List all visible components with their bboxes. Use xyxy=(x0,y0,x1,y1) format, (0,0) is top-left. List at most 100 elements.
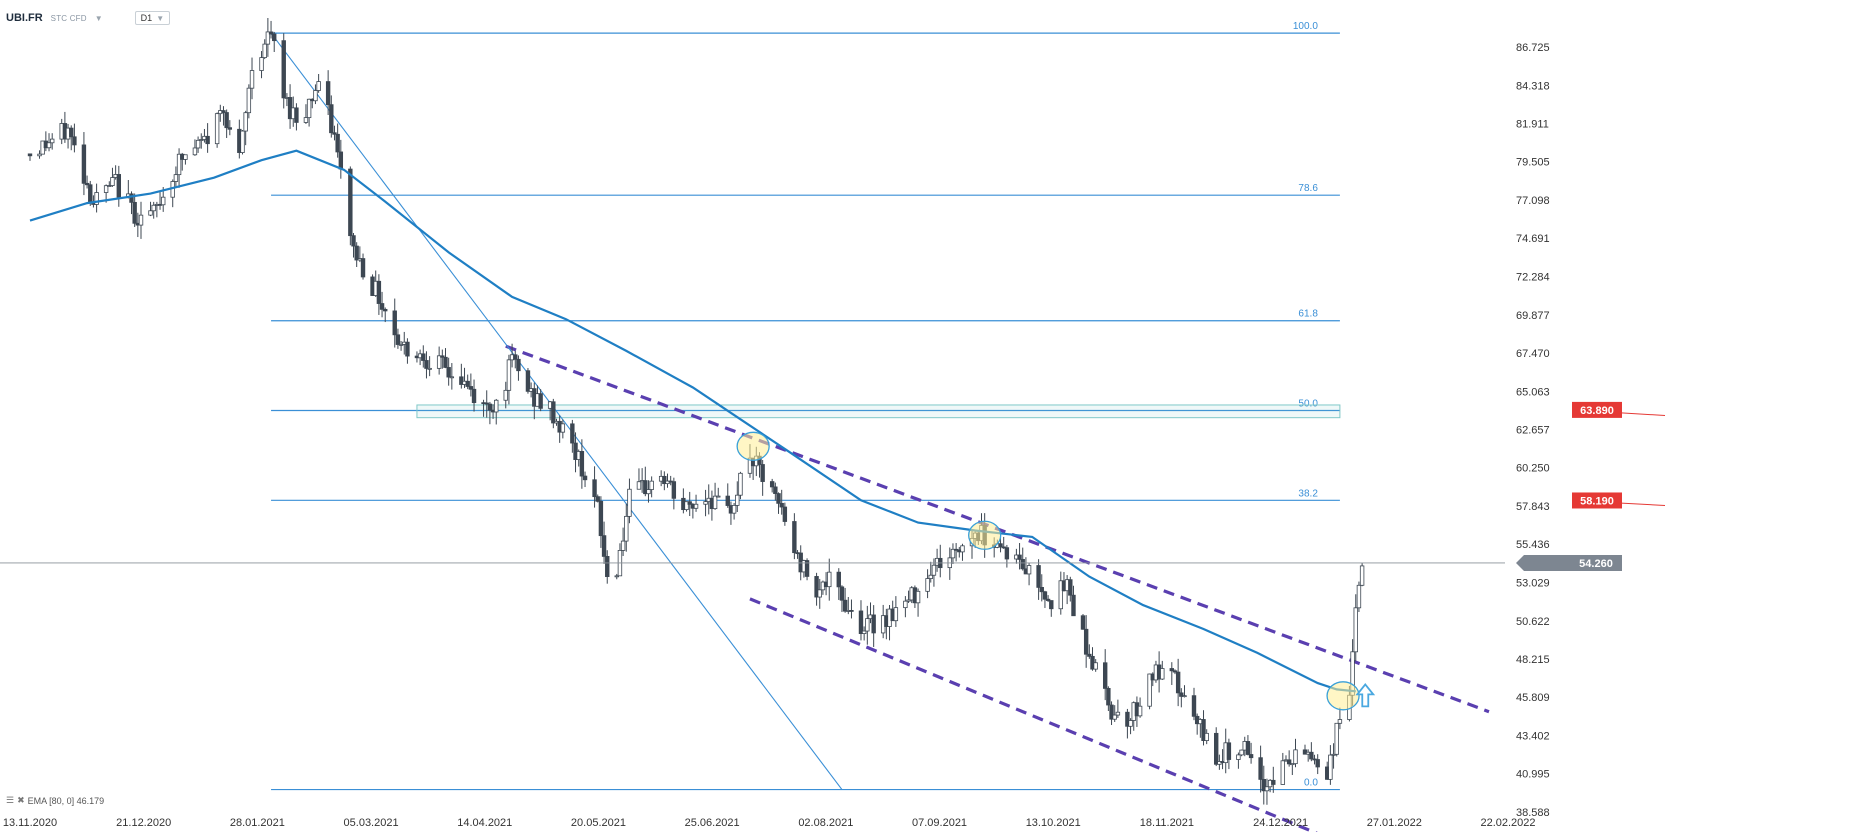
candle-body xyxy=(817,589,822,598)
candle-body xyxy=(1179,692,1184,697)
candle-body xyxy=(738,472,743,496)
price-tick-label: 84.318 xyxy=(1516,80,1550,92)
candle-body xyxy=(1071,594,1076,617)
candle-body xyxy=(148,210,153,216)
candle-body xyxy=(903,600,908,609)
timeframe-value: D1 xyxy=(140,13,153,23)
candle-body xyxy=(303,117,309,123)
candle-body xyxy=(94,192,99,205)
candle-body xyxy=(110,177,115,186)
candle-body xyxy=(931,564,937,576)
chevron-down-icon[interactable]: ▼ xyxy=(94,13,103,23)
candle-body xyxy=(1042,591,1048,600)
price-tick-label: 72.284 xyxy=(1516,271,1550,283)
up-arrow-icon xyxy=(1355,682,1376,708)
candle-body xyxy=(487,403,493,411)
price-badge xyxy=(1572,492,1622,509)
candle-body xyxy=(513,354,518,360)
candle-body xyxy=(1201,719,1206,741)
candle-body xyxy=(703,501,708,505)
last-price-value: 54.260 xyxy=(1579,558,1613,570)
candle-body xyxy=(138,214,144,226)
candle-body xyxy=(183,154,188,160)
candle-body xyxy=(1286,759,1292,765)
date-tick-label: 28.01.2021 xyxy=(230,817,285,829)
candle-body xyxy=(332,132,337,135)
timeframe-select[interactable]: D1 ▼ xyxy=(134,11,171,25)
candle-body xyxy=(132,201,137,224)
fib-level-label: 78.6 xyxy=(1298,183,1318,194)
trendlines[interactable] xyxy=(270,32,1490,832)
highlight-circle xyxy=(1326,681,1360,711)
candle-body xyxy=(693,503,699,509)
date-tick-label: 20.05.2021 xyxy=(571,817,626,829)
candle-body xyxy=(1290,763,1295,766)
candle-body xyxy=(525,370,531,392)
settings-icon[interactable]: ☰ xyxy=(6,795,15,805)
candle-body xyxy=(906,599,911,602)
candle-body xyxy=(1128,720,1133,727)
candle-body xyxy=(1102,662,1108,689)
price-badge-value: 63.890 xyxy=(1580,405,1614,417)
price-axis[interactable]: 86.725 84.318 81.911 79.505 77.098 74.691 72.2… xyxy=(1516,42,1550,819)
candle-body xyxy=(192,147,198,156)
candle-body xyxy=(1356,584,1362,609)
candle-body xyxy=(1175,671,1181,694)
close-icon[interactable]: ✖ xyxy=(17,795,25,805)
price-tick-label: 48.215 xyxy=(1516,654,1550,666)
candle-body xyxy=(1359,565,1365,586)
price-tick-label: 77.098 xyxy=(1516,195,1550,207)
candlestick-series xyxy=(27,18,1365,805)
candle-body xyxy=(687,501,692,505)
candle-body xyxy=(624,515,629,542)
candle-body xyxy=(1293,749,1298,765)
candle-body xyxy=(1264,786,1270,792)
candle-body xyxy=(69,127,74,138)
candle-body xyxy=(1172,670,1178,673)
candle-body xyxy=(776,493,781,504)
date-tick-label: 07.09.2021 xyxy=(912,817,967,829)
candle-body xyxy=(865,618,870,632)
candle-body xyxy=(494,399,499,413)
price-badge-value: 58.190 xyxy=(1580,495,1614,507)
candle-body xyxy=(1017,554,1022,560)
time-axis[interactable]: 13.11.2020 21.12.2020 28.01.2021 05.03.2021… xyxy=(3,817,1536,829)
date-tick-label: 14.04.2021 xyxy=(457,817,512,829)
fibonacci-retracement[interactable]: 100.0 78.6 61.8 50.0 38.2 0.0 xyxy=(271,21,1340,791)
date-tick-label: 13.10.2021 xyxy=(1026,817,1081,829)
candle-body xyxy=(1261,779,1266,792)
candle-body xyxy=(103,185,109,193)
candle-body xyxy=(46,142,52,149)
candle-body xyxy=(1020,559,1025,570)
candle-body xyxy=(27,153,33,157)
candle-body xyxy=(88,184,93,203)
candle-body xyxy=(1309,751,1314,760)
candle-body xyxy=(379,303,385,310)
candle-body xyxy=(129,193,134,203)
candle-body xyxy=(601,535,607,557)
candle-body xyxy=(246,87,252,114)
candle-body xyxy=(316,81,321,91)
highlight-circle xyxy=(968,520,1002,550)
candle-body xyxy=(272,33,277,42)
candle-body xyxy=(1353,607,1358,653)
candle-body xyxy=(1080,615,1086,630)
candle-body xyxy=(782,506,788,522)
candle-body xyxy=(259,57,264,71)
candle-body xyxy=(551,401,556,424)
fib-level-label: 50.0 xyxy=(1298,399,1318,410)
candle-body xyxy=(1068,579,1073,596)
candle-body xyxy=(1106,688,1111,706)
candle-body xyxy=(814,576,819,598)
candle-body xyxy=(1280,760,1286,785)
candle-body xyxy=(392,310,397,336)
price-badges: 63.890 58.190 54.260 xyxy=(1516,401,1666,571)
candle-body xyxy=(592,479,597,498)
candle-body xyxy=(1137,705,1143,717)
candle-body xyxy=(579,451,585,477)
candle-body xyxy=(268,31,274,35)
candle-body xyxy=(1160,668,1165,680)
fib-level-label: 0.0 xyxy=(1304,778,1318,789)
symbol-label[interactable]: UBI.FR xyxy=(6,12,43,24)
